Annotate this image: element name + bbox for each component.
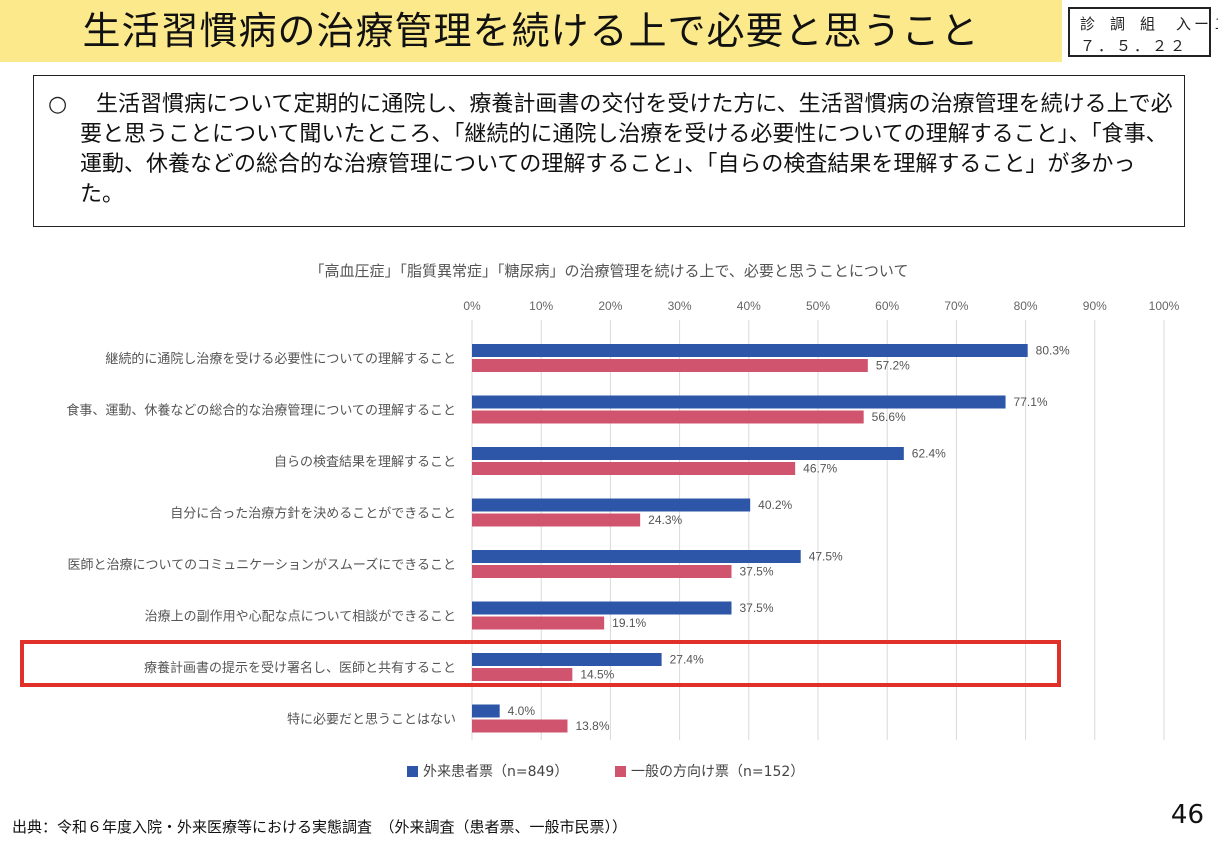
summary-box: ○ 生活習慣病について定期的に通院し、療養計画書の交付を受けた方に、生活習慣病の…: [33, 75, 1185, 227]
data-label: 40.2%: [758, 498, 792, 512]
x-tick-label: 80%: [1014, 299, 1038, 313]
legend-item-general: 一般の方向け票（n=152）: [615, 761, 804, 781]
source-note: 出典：令和６年度入院・外来医療等における実態調査 （外来調査（患者票、一般市民票…: [12, 818, 628, 836]
bar: [472, 395, 1006, 409]
data-label: 4.0%: [508, 704, 536, 718]
category-label: 自分に合った治療方針を決めることができること: [170, 506, 456, 522]
x-tick-label: 70%: [944, 299, 968, 313]
bar: [472, 410, 864, 424]
chart-title: 「高血圧症」「脂質異常症」「糖尿病」の治療管理を続ける上で、必要と思うことについ…: [309, 262, 909, 280]
x-tick-label: 40%: [737, 299, 761, 313]
bar: [472, 653, 662, 666]
category-label: 食事、運動、休養などの総合的な治療管理についての理解すること: [66, 403, 456, 419]
document-code-line-2: ７．５．２２: [1080, 37, 1189, 55]
bar: [472, 601, 732, 615]
bar: [472, 616, 605, 630]
data-label: 24.3%: [648, 513, 682, 527]
data-label: 19.1%: [612, 616, 646, 630]
summary-bullet-icon: ○: [48, 92, 68, 117]
data-label: 37.5%: [740, 565, 774, 579]
category-label: 継続的に通院し治療を受ける必要性についての理解すること: [105, 351, 456, 367]
bar: [472, 447, 904, 460]
document-code-box: 診 調 組 入ー１ ７．５．２２: [1068, 7, 1218, 57]
x-tick-label: 90%: [1083, 299, 1107, 313]
bar: [472, 550, 801, 563]
category-label: 自らの検査結果を理解すること: [274, 455, 456, 470]
data-label: 13.8%: [575, 719, 609, 733]
bar-chart: 0% 10% 20% 30% 40% 50% 60% 70% 80% 90% 100% 継続的に通院し…: [66, 299, 1180, 740]
bar: [472, 344, 1028, 357]
legend-label-outpatient: 外来患者票（n=849）: [423, 764, 569, 780]
data-label: 47.5%: [809, 550, 843, 564]
page-title: 生活習慣病の治療管理を続ける上で必要と思うこと: [82, 9, 980, 53]
category-label: 療養計画書の提示を受け署名し、医師と共有すること: [144, 660, 456, 676]
bar: [472, 513, 641, 527]
data-label: 37.5%: [740, 601, 774, 615]
legend-label-general: 一般の方向け票（n=152）: [631, 764, 805, 780]
data-label: 62.4%: [912, 447, 946, 461]
bar: [472, 565, 732, 578]
bar: [472, 359, 868, 372]
highlight-box: [20, 640, 1061, 687]
document-code-line-1: 診 調 組 入ー１: [1080, 15, 1218, 33]
bar: [472, 462, 796, 475]
x-tick-label: 50%: [806, 299, 830, 313]
bar: [472, 704, 500, 718]
summary-text: 生活習慣病について定期的に通院し、療養計画書の交付を受けた方に、生活習慣病の治療…: [80, 92, 1173, 207]
title-bar: 生活習慣病の治療管理を続ける上で必要と思うこと: [0, 0, 1062, 62]
legend-swatch-outpatient: [407, 765, 418, 777]
category-label: 医師と治療についてのコミュニケーションがスムーズにできること: [68, 557, 456, 573]
x-tick-label: 10%: [529, 299, 553, 313]
data-label: 14.5%: [580, 668, 614, 682]
page-number: 46: [1170, 800, 1204, 830]
bar: [472, 668, 573, 681]
data-label: 56.6%: [872, 410, 906, 424]
bar: [472, 719, 568, 733]
data-label: 80.3%: [1036, 344, 1070, 358]
bar: [472, 498, 751, 512]
data-label: 77.1%: [1014, 395, 1048, 409]
data-label: 57.2%: [876, 359, 910, 373]
category-label: 特に必要だと思うことはない: [287, 713, 456, 728]
data-label: 27.4%: [670, 653, 704, 667]
legend-swatch-general: [615, 765, 626, 777]
chart-legend: 外来患者票（n=849） 一般の方向け票（n=152）: [0, 761, 1218, 781]
x-tick-label: 100%: [1149, 299, 1180, 313]
data-label: 46.7%: [803, 462, 837, 476]
x-tick-label: 0%: [463, 299, 481, 313]
x-tick-label: 20%: [598, 299, 622, 313]
category-label: 治療上の副作用や心配な点について相談ができること: [145, 609, 456, 625]
x-tick-label: 60%: [875, 299, 899, 313]
x-tick-label: 30%: [668, 299, 692, 313]
legend-item-outpatient: 外来患者票（n=849）: [407, 761, 568, 781]
